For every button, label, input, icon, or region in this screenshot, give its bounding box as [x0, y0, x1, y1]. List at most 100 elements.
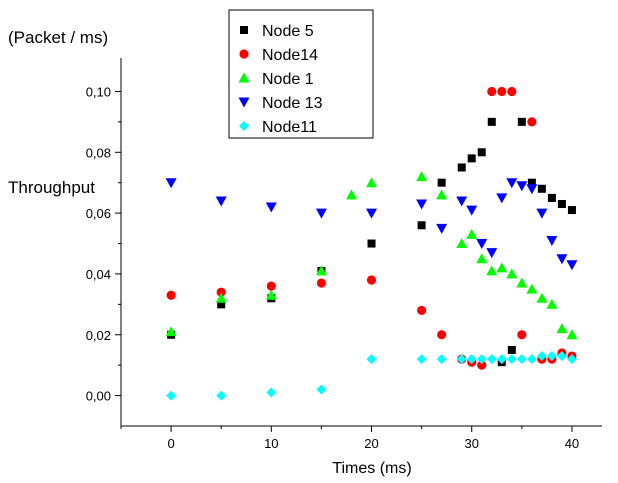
data-point: [456, 196, 468, 207]
data-point: [506, 268, 518, 279]
data-point: [217, 300, 226, 309]
data-point: [547, 193, 556, 202]
data-point: [536, 351, 547, 362]
data-point: [566, 260, 578, 271]
data-points: [165, 86, 578, 401]
data-point: [517, 117, 526, 126]
data-point: [266, 387, 277, 398]
data-point: [476, 253, 488, 264]
data-point: [536, 208, 548, 219]
data-point: [265, 202, 277, 213]
data-point: [487, 117, 496, 126]
data-point: [466, 228, 478, 239]
data-point: [556, 351, 567, 362]
data-point: [546, 351, 557, 362]
x-tick-label: 10: [264, 436, 278, 451]
legend-marker: [238, 97, 250, 108]
legend-label: Node 5: [262, 23, 314, 40]
data-point: [496, 262, 508, 273]
data-point: [526, 184, 538, 195]
data-point: [366, 354, 377, 365]
legend: Node 5 Node14 Node 1 Node 13 Node11: [228, 9, 374, 139]
x-tick-label: 30: [464, 436, 478, 451]
data-point: [496, 354, 507, 365]
data-point: [456, 354, 467, 365]
data-point: [517, 330, 527, 340]
data-point: [437, 330, 447, 340]
y-tick-label: 0,00: [86, 389, 111, 404]
data-point: [516, 181, 528, 192]
data-point: [216, 390, 227, 401]
legend-marker: [240, 26, 248, 34]
data-point: [316, 278, 327, 288]
legend-marker: [239, 121, 249, 131]
data-point: [466, 205, 478, 216]
data-point: [476, 239, 488, 250]
data-point: [265, 289, 277, 300]
data-point: [345, 189, 357, 200]
x-tick-label: 20: [364, 436, 378, 451]
data-point: [486, 265, 498, 276]
y-axis-unit-label: (Packet / ms): [8, 28, 108, 47]
data-point: [516, 277, 528, 288]
data-point: [315, 265, 327, 276]
data-point: [417, 305, 427, 316]
x-tick-label: 0: [167, 436, 174, 451]
data-point: [567, 206, 576, 215]
data-point: [215, 292, 227, 303]
data-point: [507, 86, 517, 97]
axis-ticks: 0,00 0,02 0,04 0,06 0,08 0,10 0 10 20 30 40: [86, 84, 579, 451]
data-point: [216, 287, 226, 297]
data-point: [457, 163, 466, 172]
data-point: [165, 178, 177, 189]
legend-box: [228, 9, 374, 139]
data-point: [416, 354, 427, 365]
data-point: [366, 177, 378, 188]
data-point: [526, 354, 537, 365]
data-point: [506, 354, 517, 365]
data-point: [476, 354, 487, 365]
data-point: [477, 360, 487, 370]
data-point: [215, 196, 227, 207]
data-point: [367, 239, 376, 248]
data-point: [436, 223, 448, 234]
data-point: [507, 345, 516, 354]
legend-label: Node14: [262, 47, 318, 64]
data-point: [487, 86, 497, 97]
legend-label: Node 13: [262, 95, 323, 112]
legend-label: Node 1: [262, 71, 314, 88]
data-point: [516, 354, 527, 365]
data-point: [497, 86, 507, 97]
data-point: [486, 248, 498, 259]
data-point: [266, 281, 276, 291]
data-point: [556, 254, 568, 265]
data-point: [437, 178, 446, 187]
x-tick-label: 40: [565, 436, 579, 451]
data-point: [527, 178, 536, 187]
data-point: [546, 235, 558, 246]
data-point: [496, 193, 508, 204]
y-tick-label: 0,06: [86, 206, 111, 221]
data-point: [527, 117, 537, 127]
data-point: [556, 323, 568, 334]
data-point: [417, 221, 426, 230]
data-point: [166, 290, 176, 300]
y-tick-label: 0,02: [86, 328, 111, 343]
data-point: [416, 171, 428, 182]
data-point: [166, 390, 177, 401]
legend-marker: [239, 49, 249, 59]
data-point: [315, 208, 327, 219]
data-point: [477, 148, 486, 157]
data-point: [416, 199, 428, 210]
data-point: [566, 329, 578, 340]
x-axis-label: Times (ms): [332, 460, 411, 477]
data-point: [436, 354, 447, 365]
data-point: [557, 199, 566, 208]
data-point: [436, 189, 448, 200]
data-point: [546, 298, 558, 309]
data-point: [165, 326, 177, 337]
data-point: [466, 354, 477, 365]
legend-label: Node11: [262, 119, 317, 136]
data-point: [316, 384, 327, 395]
